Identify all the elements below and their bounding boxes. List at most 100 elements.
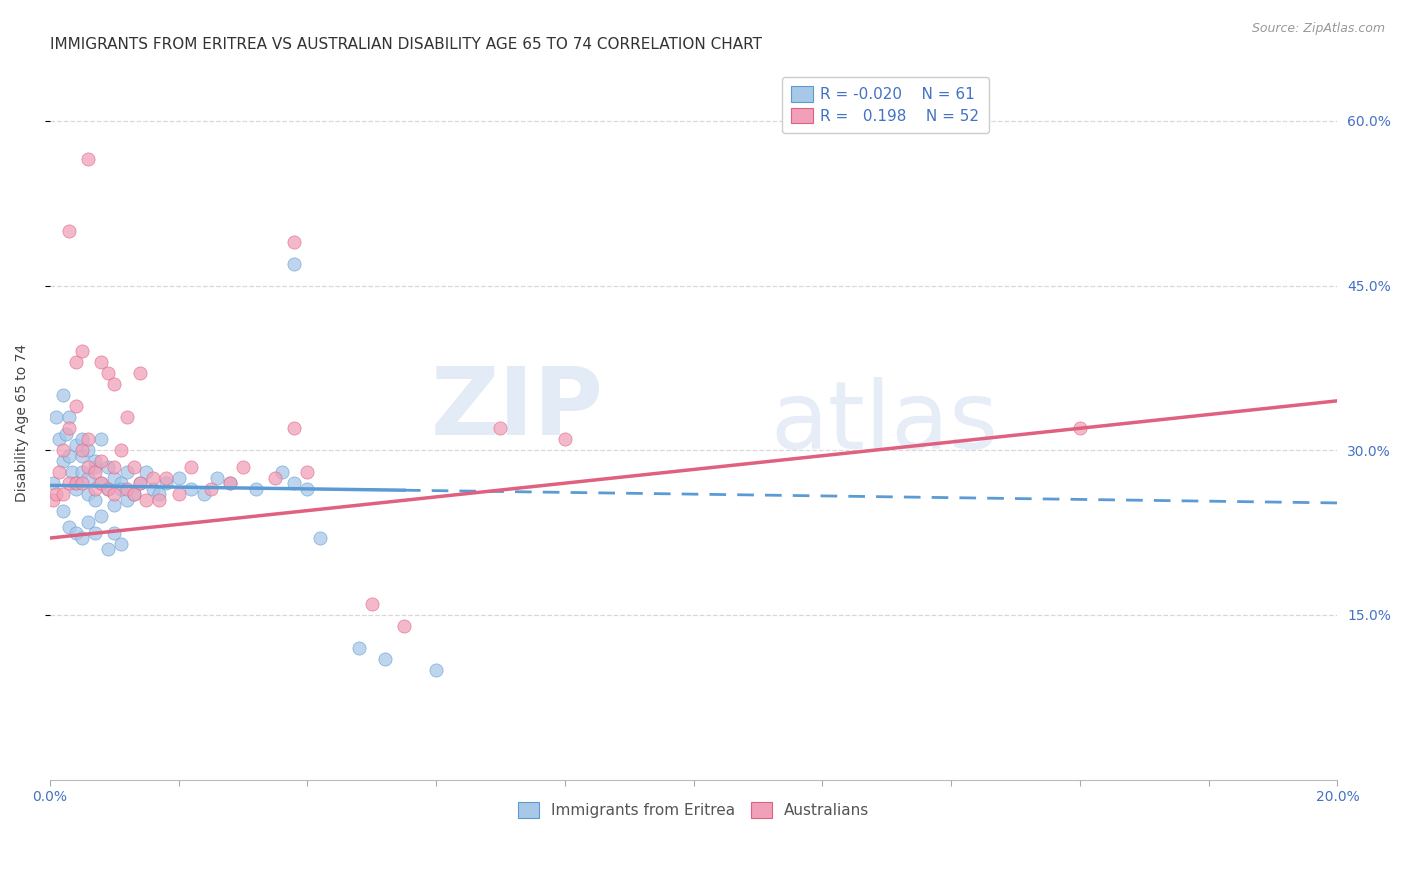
Point bbox=[219, 476, 242, 491]
Point bbox=[65, 355, 87, 369]
Point bbox=[122, 487, 145, 501]
Point bbox=[65, 476, 87, 491]
Point bbox=[110, 482, 132, 496]
Point bbox=[70, 344, 93, 359]
Point bbox=[48, 465, 70, 479]
Point bbox=[70, 443, 93, 458]
Point bbox=[283, 235, 305, 249]
Point bbox=[77, 487, 100, 501]
Point bbox=[90, 432, 112, 446]
Point bbox=[180, 459, 202, 474]
Point bbox=[264, 471, 287, 485]
Point bbox=[103, 487, 125, 501]
Point bbox=[309, 531, 332, 545]
Point bbox=[77, 459, 100, 474]
Point bbox=[219, 476, 242, 491]
Point bbox=[283, 257, 305, 271]
Point bbox=[77, 153, 100, 167]
Point bbox=[148, 487, 170, 501]
Point bbox=[129, 476, 152, 491]
Point bbox=[55, 426, 77, 441]
Point bbox=[45, 487, 67, 501]
Point bbox=[374, 652, 396, 666]
Point bbox=[60, 465, 83, 479]
Point bbox=[110, 536, 132, 550]
Point bbox=[77, 471, 100, 485]
Point bbox=[392, 619, 415, 633]
Point bbox=[167, 487, 190, 501]
Point bbox=[489, 421, 512, 435]
Text: atlas: atlas bbox=[770, 376, 1000, 469]
Point bbox=[52, 388, 75, 402]
Point bbox=[52, 443, 75, 458]
Point bbox=[52, 503, 75, 517]
Point bbox=[122, 459, 145, 474]
Point bbox=[245, 482, 267, 496]
Point bbox=[193, 487, 215, 501]
Point bbox=[77, 443, 100, 458]
Point bbox=[70, 465, 93, 479]
Point bbox=[148, 492, 170, 507]
Point bbox=[58, 520, 80, 534]
Point bbox=[58, 224, 80, 238]
Point bbox=[45, 410, 67, 425]
Point bbox=[83, 482, 105, 496]
Y-axis label: Disability Age 65 to 74: Disability Age 65 to 74 bbox=[15, 343, 30, 502]
Point bbox=[58, 449, 80, 463]
Point bbox=[142, 471, 165, 485]
Point bbox=[70, 432, 93, 446]
Point bbox=[103, 459, 125, 474]
Point bbox=[90, 355, 112, 369]
Point bbox=[48, 432, 70, 446]
Point bbox=[58, 421, 80, 435]
Legend: Immigrants from Eritrea, Australians: Immigrants from Eritrea, Australians bbox=[510, 794, 877, 825]
Point bbox=[90, 454, 112, 468]
Point bbox=[97, 542, 120, 557]
Point bbox=[297, 465, 319, 479]
Point bbox=[97, 367, 120, 381]
Point bbox=[232, 459, 254, 474]
Point bbox=[347, 640, 370, 655]
Point bbox=[58, 476, 80, 491]
Point bbox=[425, 663, 447, 677]
Point bbox=[200, 482, 222, 496]
Point bbox=[103, 525, 125, 540]
Point bbox=[52, 487, 75, 501]
Point bbox=[155, 471, 177, 485]
Point bbox=[90, 476, 112, 491]
Point bbox=[270, 465, 292, 479]
Point bbox=[70, 531, 93, 545]
Point bbox=[205, 471, 228, 485]
Point bbox=[115, 492, 138, 507]
Point bbox=[42, 476, 65, 491]
Point bbox=[129, 367, 152, 381]
Point bbox=[83, 465, 105, 479]
Point bbox=[83, 525, 105, 540]
Point bbox=[65, 400, 87, 414]
Point bbox=[58, 410, 80, 425]
Point bbox=[83, 492, 105, 507]
Point bbox=[155, 476, 177, 491]
Point bbox=[180, 482, 202, 496]
Point bbox=[97, 482, 120, 496]
Point bbox=[77, 515, 100, 529]
Point bbox=[142, 482, 165, 496]
Point bbox=[65, 438, 87, 452]
Point bbox=[115, 410, 138, 425]
Point bbox=[135, 492, 157, 507]
Point bbox=[97, 459, 120, 474]
Point bbox=[70, 476, 93, 491]
Point bbox=[554, 432, 576, 446]
Point bbox=[283, 476, 305, 491]
Point bbox=[83, 459, 105, 474]
Point bbox=[1069, 421, 1091, 435]
Point bbox=[110, 443, 132, 458]
Point bbox=[103, 377, 125, 392]
Point bbox=[283, 421, 305, 435]
Point bbox=[83, 454, 105, 468]
Text: IMMIGRANTS FROM ERITREA VS AUSTRALIAN DISABILITY AGE 65 TO 74 CORRELATION CHART: IMMIGRANTS FROM ERITREA VS AUSTRALIAN DI… bbox=[49, 37, 762, 53]
Point bbox=[77, 432, 100, 446]
Text: Source: ZipAtlas.com: Source: ZipAtlas.com bbox=[1251, 22, 1385, 36]
Point bbox=[135, 465, 157, 479]
Point bbox=[65, 525, 87, 540]
